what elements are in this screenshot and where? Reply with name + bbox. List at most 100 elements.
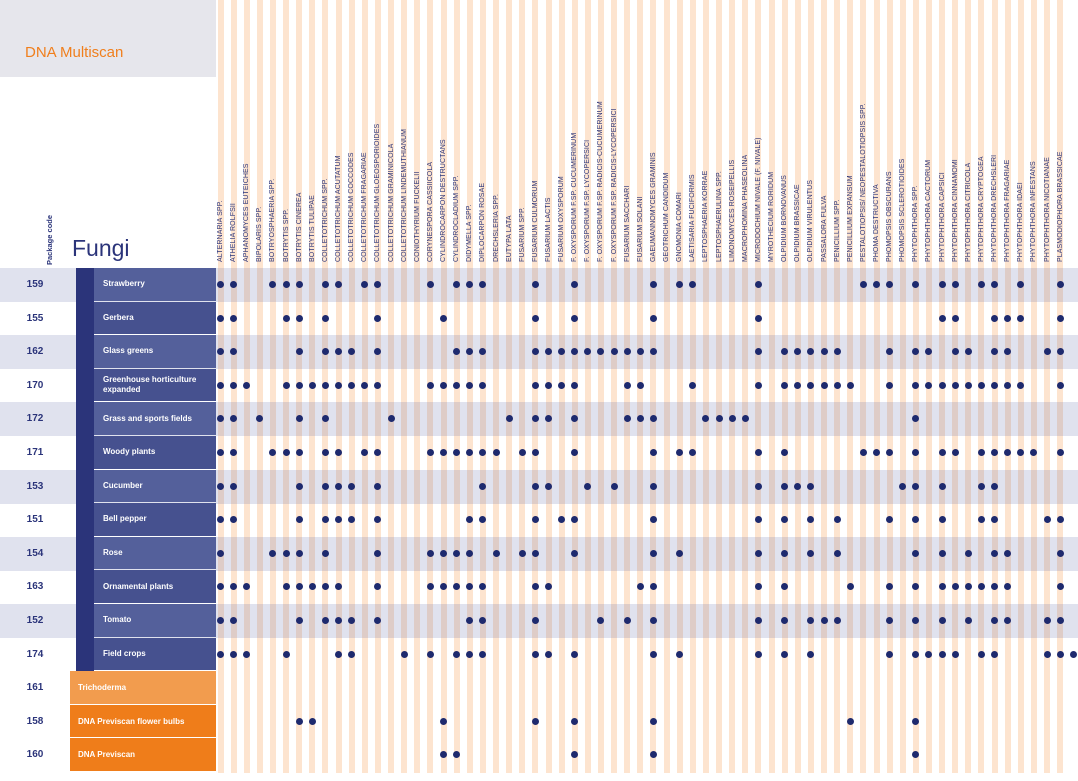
presence-dot — [938, 381, 946, 389]
organism-header: F. OXYSPORUM F.SP. LYCOPERSICI — [584, 139, 592, 262]
presence-dot — [440, 751, 448, 759]
organism-header: LEPTOSPHAERIA KORRAE — [702, 170, 710, 262]
presence-dot — [230, 449, 238, 456]
presence-dot — [781, 549, 789, 557]
organism-header: PHYTOPHTHORA CINNAMOMI — [951, 159, 959, 262]
presence-dot — [505, 415, 513, 423]
organism-header: PHYTOPHTHORA DRECHSLERI — [991, 154, 999, 262]
presence-dot — [1017, 281, 1025, 288]
presence-dot — [479, 482, 487, 490]
presence-dot — [912, 415, 920, 423]
organism-header: BIPOLARIS SPP. — [256, 206, 264, 262]
organism-header: GAEUMANNOMYCES GRAMINIS — [649, 152, 657, 262]
organism-header: COLLETOTRICHUM LINDEMUTHIANUM — [400, 128, 408, 262]
presence-dot — [754, 650, 762, 658]
presence-dot — [1069, 650, 1077, 658]
presence-dot — [964, 617, 972, 624]
presence-dot — [912, 617, 920, 624]
presence-dot — [859, 449, 867, 456]
presence-dot — [912, 516, 920, 524]
presence-dot — [991, 650, 999, 658]
organism-header: CORYNESPORA CASSIICOLA — [426, 161, 434, 262]
presence-dot — [991, 516, 999, 524]
presence-dot — [335, 348, 343, 356]
presence-dot — [571, 650, 579, 658]
presence-dot — [1043, 516, 1051, 524]
presence-dot — [466, 583, 474, 591]
package-name: Trichoderma — [70, 671, 216, 704]
presence-dot — [531, 549, 539, 557]
presence-dot — [794, 348, 802, 356]
presence-dot — [466, 381, 474, 389]
presence-dot — [649, 717, 657, 725]
presence-dot — [951, 650, 959, 658]
presence-dot — [545, 381, 552, 389]
presence-dot — [991, 549, 999, 557]
presence-dot — [781, 516, 789, 524]
presence-dot — [571, 516, 579, 524]
presence-dot — [977, 516, 985, 524]
presence-dot — [1030, 449, 1038, 456]
presence-dot — [217, 516, 224, 524]
presence-dot — [1043, 348, 1051, 356]
presence-dot — [374, 617, 382, 624]
presence-dot — [466, 617, 474, 624]
column-stripe — [716, 0, 723, 773]
presence-dot — [531, 583, 539, 591]
organism-header: COLLETOTRICHUM COCCODES — [348, 152, 356, 262]
organism-header: MACROPHOMINA PHASEOLINA — [741, 154, 749, 262]
column-stripe — [899, 0, 906, 773]
presence-dot — [1004, 583, 1012, 591]
presence-dot — [387, 415, 395, 423]
presence-dot — [531, 281, 539, 288]
presence-dot — [545, 650, 552, 658]
organism-header: ATHELIA ROLFSII — [230, 203, 238, 262]
presence-dot — [361, 449, 369, 456]
presence-dot — [807, 549, 815, 557]
presence-dot — [230, 482, 238, 490]
package-name: Tomato — [94, 604, 216, 637]
package-code: 158 — [26, 715, 44, 727]
presence-dot — [453, 381, 461, 389]
presence-dot — [991, 381, 999, 389]
presence-dot — [623, 617, 631, 624]
organism-header: APHANOMYCES EUTEICHES — [243, 163, 251, 262]
package-name: Woody plants — [94, 436, 216, 469]
presence-dot — [308, 717, 316, 725]
presence-dot — [977, 583, 985, 591]
organism-header: OLPIDIUM VIRULENTUS — [807, 179, 815, 262]
presence-dot — [977, 650, 985, 658]
presence-dot — [466, 449, 474, 456]
presence-dot — [886, 348, 894, 356]
row-accent — [76, 368, 94, 403]
organism-header: COLLETOTRICHUM SPP. — [321, 178, 329, 262]
organism-header: LIMONOMYCES ROSEIPELLIS — [728, 159, 736, 262]
presence-dot — [531, 617, 539, 624]
presence-dot — [545, 415, 552, 423]
presence-dot — [781, 583, 789, 591]
presence-dot — [571, 381, 579, 389]
presence-dot — [217, 549, 224, 557]
column-stripe — [1044, 0, 1051, 773]
presence-dot — [374, 549, 382, 557]
presence-dot — [282, 650, 290, 658]
presence-dot — [374, 516, 382, 524]
presence-dot — [649, 348, 657, 356]
row-accent — [76, 503, 94, 537]
presence-dot — [925, 650, 933, 658]
presence-dot — [479, 348, 487, 356]
presence-dot — [649, 751, 657, 759]
presence-dot — [295, 314, 303, 322]
presence-dot — [230, 314, 238, 322]
presence-dot — [531, 516, 539, 524]
presence-dot — [282, 314, 290, 322]
presence-dot — [440, 583, 448, 591]
organism-header: FUSARIUM OXYSPORUM — [558, 176, 566, 262]
presence-dot — [636, 583, 644, 591]
organism-header: PHYTOPHTHORA FRAGARIAE — [1004, 159, 1012, 262]
presence-dot — [794, 381, 802, 389]
package-code: 170 — [26, 379, 44, 391]
presence-dot — [689, 281, 697, 288]
presence-dot — [977, 482, 985, 490]
organism-header: BOTRYTIS TULIPAE — [308, 195, 316, 262]
